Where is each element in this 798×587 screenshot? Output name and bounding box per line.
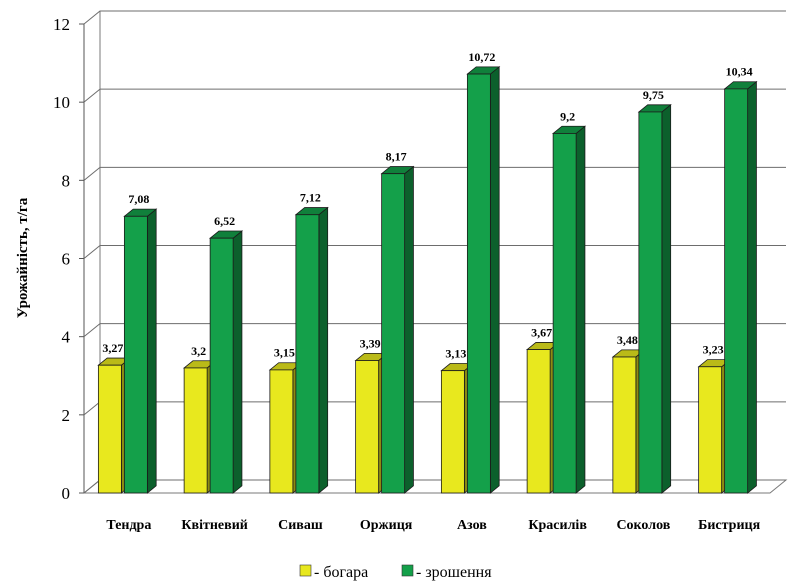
bar-зрошення-4 <box>466 66 501 494</box>
data-labels: 3,27 7,08 3,2 6,52 3,15 7,12 3,39 8,17 3,13 10,72… <box>102 50 752 361</box>
bar-зрошення-1 <box>208 230 244 494</box>
gridline <box>83 88 786 103</box>
bar-зрошення-2 <box>294 206 329 494</box>
bar-front <box>355 360 380 494</box>
bar-зрошення-5 <box>551 125 587 494</box>
bar-зрошення-6 <box>637 103 672 494</box>
bar-front <box>269 369 294 494</box>
bar-front <box>724 88 749 494</box>
data-label: 7,08 <box>128 192 149 206</box>
bar-front <box>183 367 208 494</box>
data-label: 3,23 <box>703 343 724 357</box>
bar-front <box>526 349 551 494</box>
data-label: 7,12 <box>300 191 321 205</box>
bar-зрошення-0 <box>123 208 158 494</box>
data-label: 3,48 <box>617 333 638 347</box>
y-tick-label: 4 <box>62 328 71 347</box>
legend-swatch <box>401 564 414 577</box>
bar-front <box>698 366 723 494</box>
bar-зрошення-7 <box>723 80 758 494</box>
gridline <box>83 166 786 181</box>
bar-side <box>146 208 157 494</box>
data-label: 10,34 <box>726 65 753 79</box>
y-tick-label: 8 <box>62 171 71 190</box>
gridline <box>83 245 786 259</box>
x-tick-label: Азов <box>457 518 487 533</box>
data-label: 9,2 <box>560 109 575 123</box>
y-tick-label: 2 <box>62 406 71 425</box>
legend-swatch <box>299 564 312 577</box>
x-axis-category-labels: Тендра Квітневий Сиваш Оржиця Азов Красилів Со… <box>106 518 760 533</box>
bar-front <box>612 356 637 494</box>
bar-side <box>232 230 243 494</box>
bar-front <box>440 370 465 494</box>
bar-front <box>209 237 234 494</box>
legend-label: - богара <box>314 564 368 581</box>
data-label: 3,15 <box>274 346 295 360</box>
y-tick-label: 0 <box>62 484 71 503</box>
legend-label: - зрошення <box>416 564 492 581</box>
y-tick-label: 10 <box>53 93 70 112</box>
x-tick-label: Бистриця <box>698 518 761 533</box>
x-tick-label: Оржиця <box>360 518 413 533</box>
data-label: 6,52 <box>214 214 235 228</box>
data-label: 9,75 <box>643 88 664 102</box>
y-tick-label: 6 <box>62 250 71 269</box>
bar-side <box>318 206 329 494</box>
y-axis-ticks: 0 2 4 6 8 10 12 <box>53 15 84 503</box>
x-tick-label: Соколов <box>616 518 670 533</box>
data-label: 3,13 <box>445 347 466 361</box>
data-label: 10,72 <box>468 50 495 64</box>
y-axis-label: Урожайність, т/га <box>15 197 31 318</box>
data-label: 8,17 <box>386 150 407 164</box>
x-tick-label: Квітневий <box>181 518 247 533</box>
bar-front <box>295 214 320 494</box>
bar-front <box>123 215 148 494</box>
bar-front <box>552 133 577 494</box>
bar-side <box>575 125 586 494</box>
data-label: 3,67 <box>531 325 552 339</box>
bars <box>97 66 758 494</box>
x-tick-label: Красилів <box>528 518 587 533</box>
x-tick-label: Сиваш <box>278 518 323 533</box>
bar-front <box>381 173 406 494</box>
x-tick-label: Тендра <box>106 518 151 533</box>
bar-front <box>97 364 122 494</box>
bar-side <box>489 66 500 494</box>
y-tick-label: 12 <box>53 15 70 34</box>
gridline <box>83 323 786 338</box>
bar-side <box>661 103 672 494</box>
bar-зрошення-3 <box>380 165 415 494</box>
legend: - богара - зрошення <box>299 564 492 581</box>
gridline <box>83 10 786 25</box>
bar-side <box>404 165 414 494</box>
data-label: 3,39 <box>360 336 381 350</box>
bar-side <box>747 80 757 494</box>
data-label: 3,2 <box>191 344 206 358</box>
data-label: 3,27 <box>102 341 123 355</box>
bar-front <box>466 73 491 494</box>
bar-front <box>638 111 663 494</box>
